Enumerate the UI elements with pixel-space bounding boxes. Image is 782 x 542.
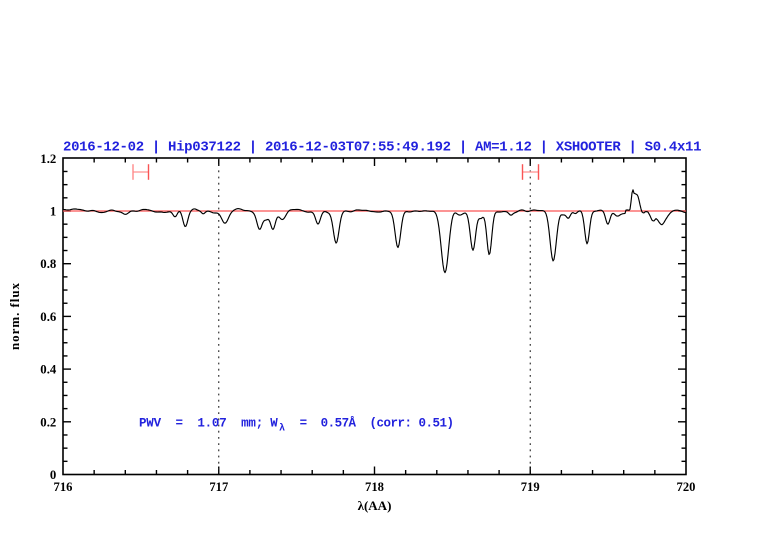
svg-text:2016-12-02 | Hip037122 | 2016-: 2016-12-02 | Hip037122 | 2016-12-03T07:5… [63,140,702,156]
svg-text:= 0.57Å (corr: 0.51): = 0.57Å (corr: 0.51) [300,415,454,430]
svg-text:0.8: 0.8 [40,257,56,271]
svg-text:0: 0 [50,468,56,482]
svg-text:0.4: 0.4 [40,363,57,377]
svg-text:0.2: 0.2 [40,415,56,429]
svg-text:717: 717 [209,480,228,494]
svg-text:λ(AA): λ(AA) [358,498,392,513]
svg-text:0.6: 0.6 [40,310,57,324]
svg-text:716: 716 [54,480,73,494]
svg-text:1: 1 [50,205,56,219]
svg-text:719: 719 [521,480,540,494]
svg-text:PWV = 1.07 mm; W: PWV = 1.07 mm; W [139,416,278,430]
svg-text:norm. flux: norm. flux [7,283,22,351]
svg-text:720: 720 [677,480,696,494]
svg-text:1.2: 1.2 [40,152,56,166]
svg-text:λ: λ [279,423,285,435]
svg-text:718: 718 [365,480,384,494]
